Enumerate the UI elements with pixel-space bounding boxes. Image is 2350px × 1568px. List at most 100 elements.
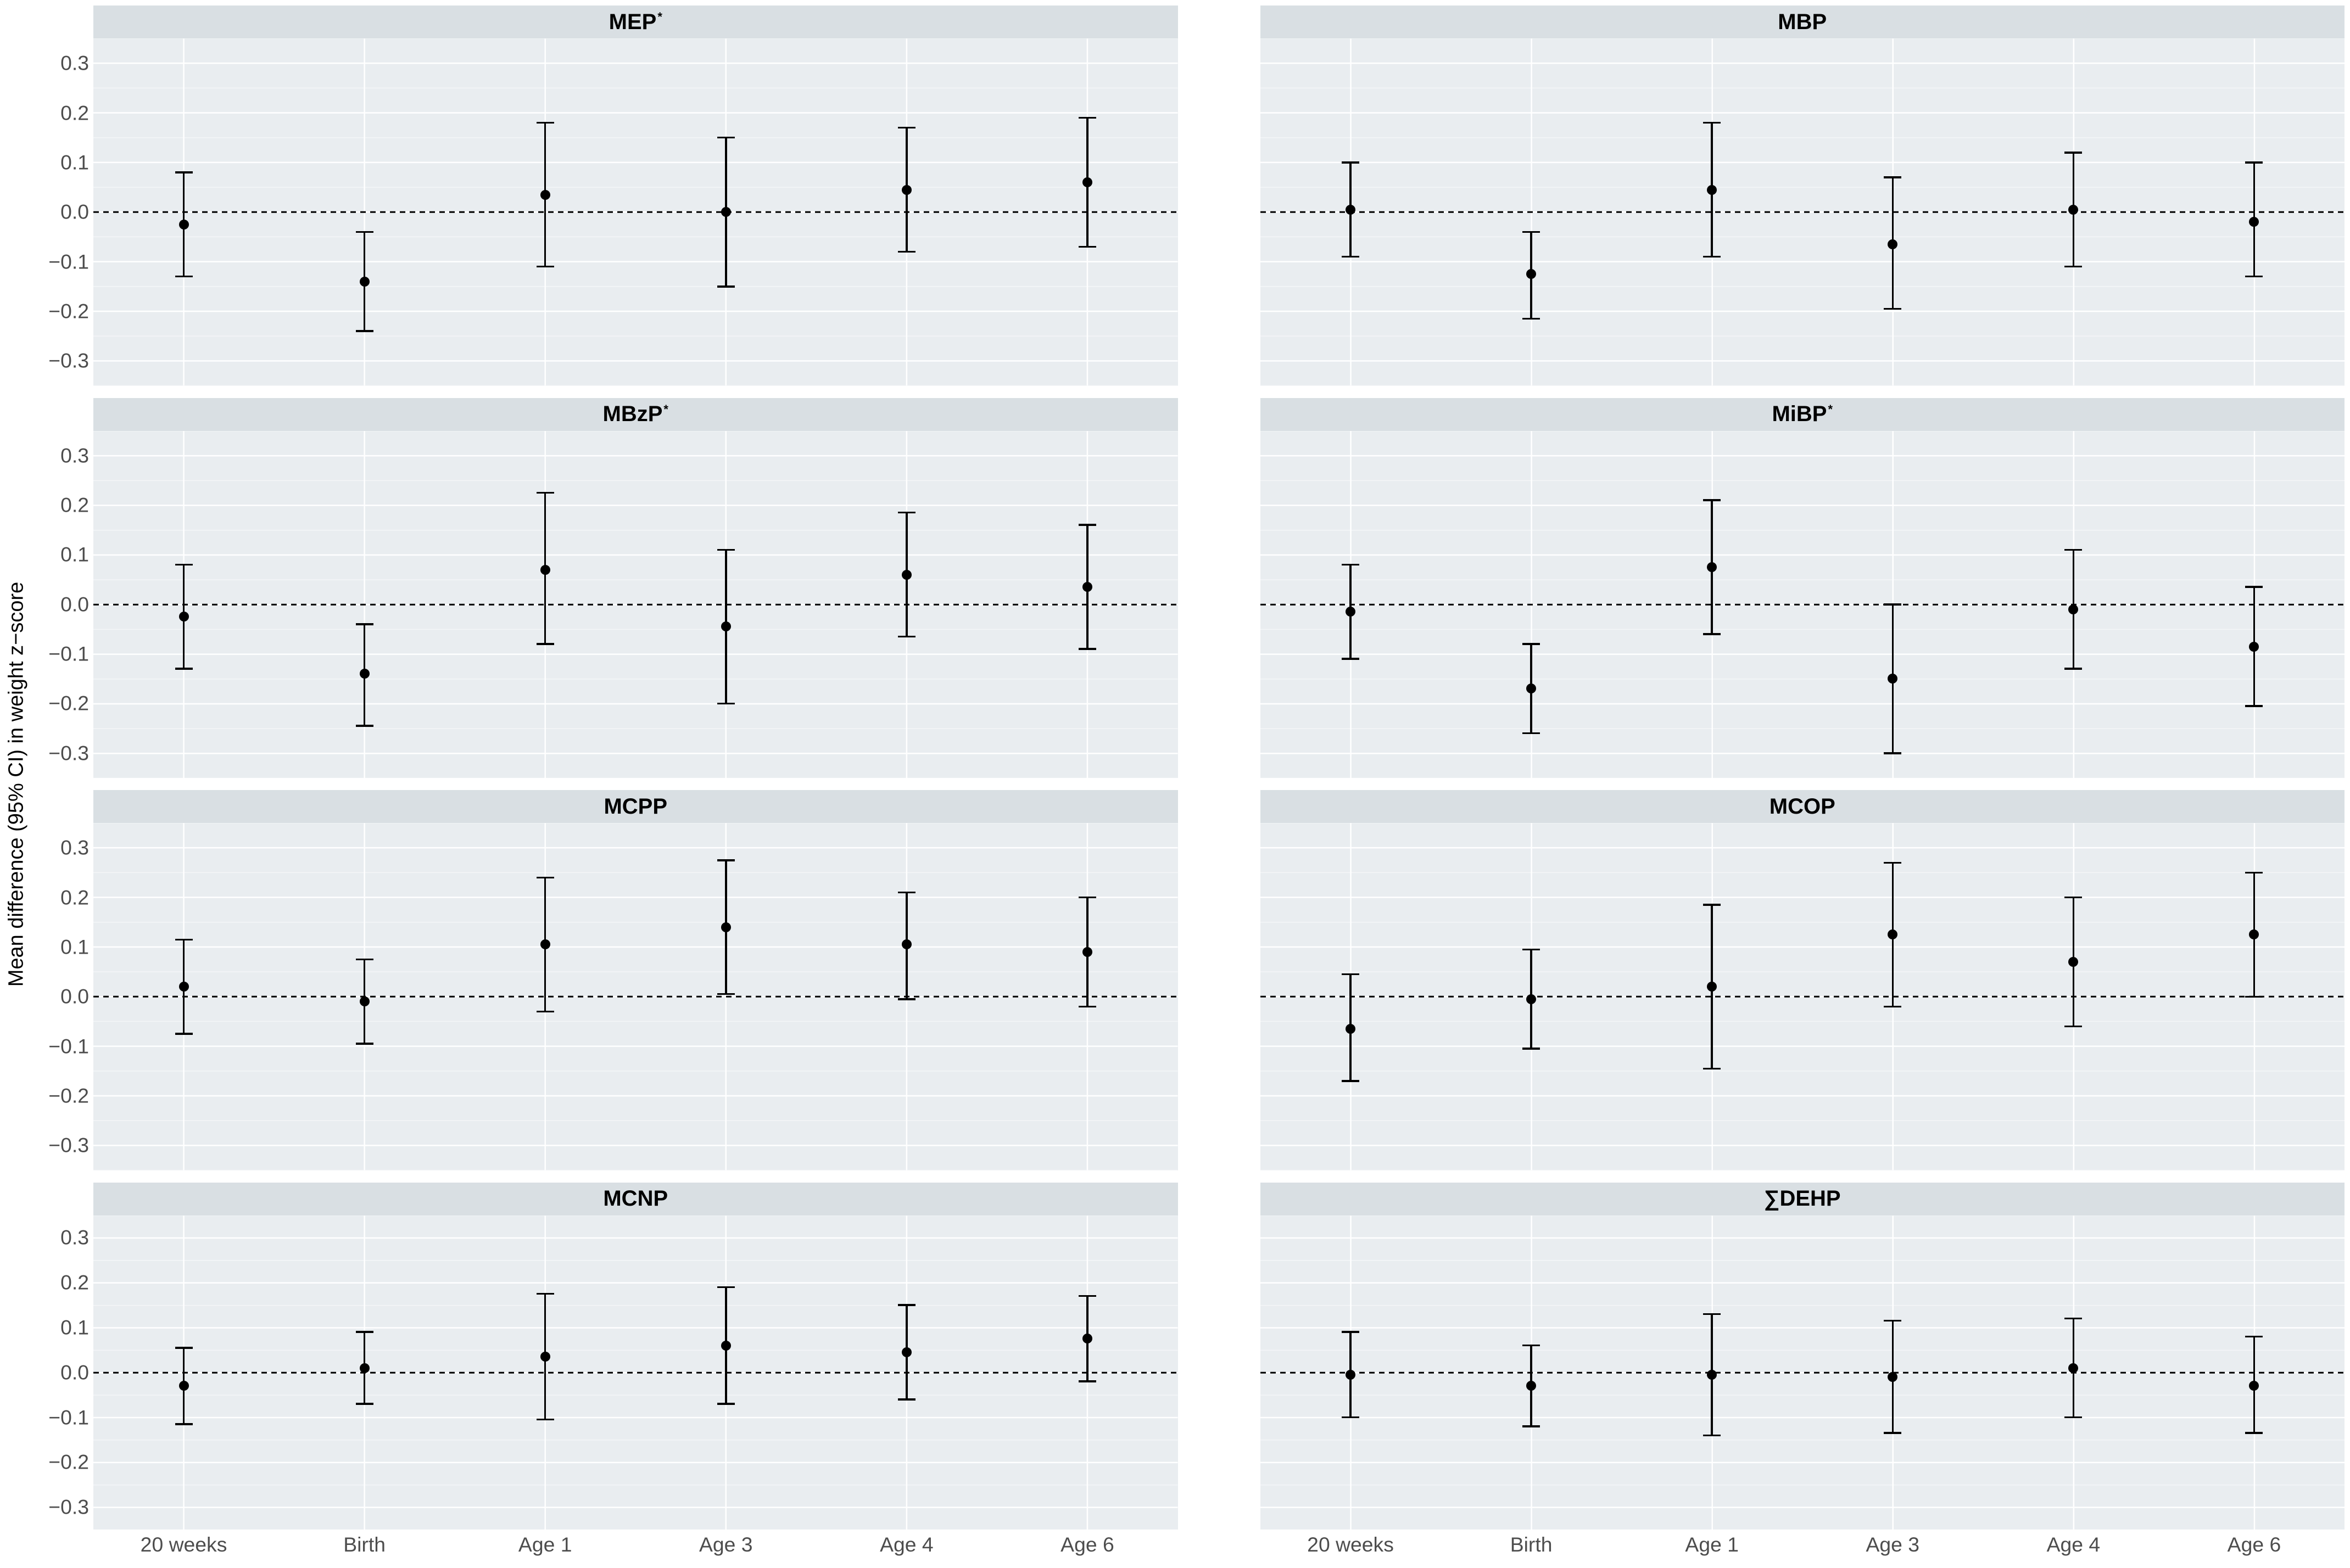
errorbar-cap-upper	[1079, 524, 1096, 526]
panel-title: MCNP	[603, 1186, 668, 1211]
y-axis-title: Mean difference (95% CI) in weight z−sco…	[0, 0, 33, 1568]
errorbar-cap-upper	[175, 1347, 193, 1349]
panel-title-sup: *	[657, 10, 662, 24]
errorbar-cap-upper	[717, 137, 735, 139]
plot-svg	[1260, 1216, 2345, 1530]
x-ticks: 20 weeksBirthAge 1Age 3Age 4Age 6	[1200, 1530, 2345, 1563]
errorbar-cap-lower	[1884, 1432, 1901, 1434]
y-ticks: −0.3−0.2−0.10.00.10.20.3	[33, 1216, 93, 1530]
errorbar-cap-upper	[1884, 1320, 1901, 1322]
errorbar-cap-lower	[537, 1011, 554, 1013]
errorbar-cap-upper	[1703, 1313, 1721, 1315]
plot-svg	[93, 431, 1178, 779]
plot-wrap: −0.3−0.2−0.10.00.10.20.3	[33, 431, 1178, 779]
errorbar-cap-lower	[537, 1419, 554, 1421]
errorbar-cap-upper	[1884, 862, 1901, 864]
errorbar-cap-upper	[898, 127, 916, 129]
plot-area	[93, 1216, 1178, 1530]
data-point	[179, 612, 189, 621]
errorbar-cap-lower	[1703, 256, 1721, 258]
errorbar-cap-lower	[717, 993, 735, 995]
y-tick-label: 0.0	[60, 200, 89, 224]
data-point	[179, 220, 189, 229]
errorbar-cap-upper	[2064, 1318, 2082, 1320]
data-point	[1346, 1370, 1355, 1380]
errorbar-cap-lower	[1079, 246, 1096, 248]
plot-wrap	[1200, 431, 2345, 779]
errorbar-cap-lower	[1522, 732, 1540, 735]
errorbar-cap-lower	[717, 1403, 735, 1405]
panels-outer: MEP*−0.3−0.2−0.10.00.10.20.3MBPMBzP*−0.3…	[33, 5, 2345, 1563]
errorbar-cap-lower	[2064, 1416, 2082, 1419]
data-point	[179, 1381, 189, 1391]
errorbar-cap-lower	[1079, 1006, 1096, 1008]
panel-inner: MCPP−0.3−0.2−0.10.00.10.20.3	[33, 790, 1178, 1171]
plot-svg	[1260, 823, 2345, 1171]
errorbar-cap-upper	[2245, 161, 2263, 164]
errorbar-cap-lower	[2245, 276, 2263, 278]
errorbar-cap-upper	[1079, 897, 1096, 899]
errorbar-cap-upper	[2245, 872, 2263, 874]
y-ticks	[1200, 823, 1260, 1171]
panel-mibp: MiBP*	[1200, 398, 2345, 779]
y-tick-label: 0.0	[60, 592, 89, 616]
plot-area	[1260, 823, 2345, 1171]
y-tick-label: −0.1	[48, 1034, 89, 1058]
panel-title-sup: *	[663, 402, 668, 416]
data-point	[1082, 582, 1092, 592]
y-tick-label: 0.1	[60, 935, 89, 959]
errorbar-cap-upper	[537, 877, 554, 879]
errorbar-cap-lower	[2064, 1026, 2082, 1028]
data-point	[721, 922, 731, 932]
y-axis-title-text: Mean difference (95% CI) in weight z−sco…	[5, 581, 29, 987]
errorbar-cap-upper	[898, 512, 916, 514]
plot-svg	[93, 1216, 1178, 1530]
errorbar-cap-upper	[2064, 549, 2082, 551]
panel-title: MCPP	[604, 794, 667, 819]
data-point	[1707, 1370, 1717, 1380]
y-tick-label: 0.0	[60, 985, 89, 1009]
errorbar-cap-lower	[717, 285, 735, 288]
data-point	[179, 982, 189, 992]
errorbar-cap-lower	[175, 1423, 193, 1425]
errorbar-cap-lower	[356, 1403, 373, 1405]
y-ticks: −0.3−0.2−0.10.00.10.20.3	[33, 38, 93, 386]
errorbar-cap-upper	[1522, 949, 1540, 951]
errorbar-cap-upper	[1342, 973, 1359, 976]
plot-svg	[1260, 431, 2345, 779]
panel-strip: MCPP	[93, 790, 1178, 823]
plot-wrap	[1200, 38, 2345, 386]
data-point	[540, 1352, 550, 1362]
y-tick-label: 0.2	[60, 886, 89, 909]
errorbar-cap-upper	[1703, 122, 1721, 124]
data-point	[540, 565, 550, 575]
x-tick-label: Age 6	[1060, 1533, 1114, 1556]
errorbar-cap-lower	[356, 725, 373, 727]
data-point	[721, 1341, 731, 1351]
errorbar-cap-upper	[1522, 1345, 1540, 1347]
errorbar-cap-lower	[1342, 1080, 1359, 1082]
x-tick-label: Age 6	[2228, 1533, 2281, 1556]
plot-area	[93, 823, 1178, 1171]
panel-inner: MBzP*−0.3−0.2−0.10.00.10.20.3	[33, 398, 1178, 779]
errorbar-cap-upper	[356, 623, 373, 625]
y-ticks	[1200, 1216, 1260, 1530]
x-ticks: 20 weeksBirthAge 1Age 3Age 4Age 6	[33, 1530, 1178, 1563]
errorbar-cap-lower	[1342, 658, 1359, 660]
panel-inner: MEP*−0.3−0.2−0.10.00.10.20.3	[33, 5, 1178, 386]
data-point	[1082, 177, 1092, 187]
errorbar-cap-lower	[898, 251, 916, 253]
panel-inner: ∑DEHP20 weeksBirthAge 1Age 3Age 4Age 6	[1200, 1183, 2345, 1563]
panel-strip: MiBP*	[1260, 398, 2345, 431]
errorbar-cap-upper	[2245, 586, 2263, 588]
panels-grid: MEP*−0.3−0.2−0.10.00.10.20.3MBPMBzP*−0.3…	[33, 5, 2345, 1563]
errorbar-cap-lower	[2064, 266, 2082, 268]
data-point	[540, 939, 550, 949]
panel-strip: MEP*	[93, 5, 1178, 38]
plot-svg	[1260, 38, 2345, 386]
plot-area	[93, 38, 1178, 386]
errorbar-cap-lower	[1703, 1068, 1721, 1070]
errorbar-cap-upper	[175, 171, 193, 173]
errorbar-cap-lower	[175, 1033, 193, 1035]
panel-strip: MBP	[1260, 5, 2345, 38]
